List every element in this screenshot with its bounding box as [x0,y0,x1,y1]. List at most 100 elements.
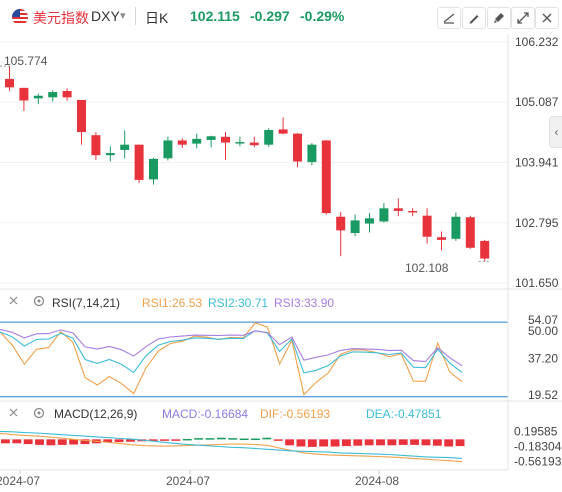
macd-bar [126,439,135,442]
brush-icon[interactable] [487,7,511,29]
symbol-name[interactable]: 美元指数 [33,10,89,26]
rsi-lines [0,322,463,396]
candle-body [393,208,403,211]
macd-bar [12,439,22,444]
macd-tick-label: -0.18304 [514,440,562,454]
interval-select[interactable]: 日K [145,10,169,26]
candle-body [192,138,202,144]
candle-body [163,140,173,159]
macd-bar [103,439,113,443]
macd-bar [182,438,192,441]
macd-value: MACD:-0.16684 [162,407,248,421]
settings-icon[interactable] [33,407,45,419]
draw-line-icon[interactable] [437,7,461,29]
macd-bar [46,439,56,446]
candle-body [336,216,346,231]
draw-tool-icon[interactable] [462,7,486,29]
macd-bar [319,439,329,447]
candle-body [62,91,72,98]
macd-bar [432,439,442,446]
macd-bar [171,439,181,441]
macd-tick-label: -0.56193 [514,455,562,469]
time-tick-label: 2024-07 [166,474,210,488]
macd-bar [148,439,158,441]
macd-bar [341,439,351,447]
candle-body [379,208,389,222]
rsi-header: RSI(7,14,21) RSI1:26.53 RSI2:30.71 RSI3:… [9,295,334,310]
close-indicator-icon[interactable] [9,296,18,305]
candle-body [177,140,187,145]
price-tick-label: 102.795 [515,216,559,230]
chevron-down-icon[interactable]: ▾ [120,10,126,22]
candles [0,65,491,262]
us-flag-icon [12,9,28,25]
macd-bar [285,439,295,446]
candle-body [278,129,288,134]
chevron-left-icon[interactable]: ‹ [549,116,562,148]
candle-body [365,218,374,224]
settings-icon[interactable] [33,295,45,307]
candle-body [451,216,461,239]
price-tick-label: 101.650 [515,276,559,290]
chart-toolbar: 美元指数 DXY ▾ 日K 102.115 -0.297 -0.29% [0,0,562,34]
candle-body [293,133,302,162]
macd-bar [262,437,272,440]
symbol-code[interactable]: DXY [91,8,120,24]
rsi-grid [0,321,508,398]
candle-body [149,158,158,180]
candle-body [221,136,230,143]
macd-bar [421,439,431,446]
rsi-line-2 [0,330,463,374]
candle-body [321,140,331,214]
time-tick-label: 2024-07 [0,474,40,488]
candle-body [465,217,475,248]
price-tick-label: 103.941 [515,156,559,170]
macd-bar [398,439,408,445]
candle-body [48,92,58,98]
macd-bar [1,439,10,444]
candle-body [206,136,216,140]
candle-body [437,237,446,240]
macd-bar [194,438,204,440]
macd-bar [410,439,420,445]
settings-icon-center [37,411,41,415]
macd-bar [239,438,249,441]
rsi-tick-label: 37.20 [528,352,558,366]
rsi-line-3 [0,328,463,367]
rsi-title: RSI(7,14,21) [52,296,120,310]
candle-body [105,153,115,156]
macd-bar [205,438,215,440]
candle-body [120,144,130,150]
dea-line [0,430,463,459]
time-axis: 2024-07 2024-07 2024-08 [0,470,399,488]
candle-body [480,240,490,259]
macd-bar [80,439,90,445]
macd-bar [251,438,260,441]
candle-body [33,95,43,99]
macd-bars [1,437,465,447]
close-indicator-icon[interactable] [9,408,18,417]
macd-bar [216,437,226,440]
dea-value: DEA:-0.47851 [366,407,442,421]
expand-icon[interactable] [511,7,535,29]
dif-line [0,432,463,463]
close-icon[interactable] [535,7,559,29]
candle-body [77,99,86,133]
macd-bar [23,439,33,445]
macd-bar [307,439,317,447]
price-axis: 106.232 105.087 103.941 102.795 101.650 [515,35,559,290]
rsi2-value: RSI2:30.71 [208,296,268,310]
rsi1-value: RSI1:26.53 [142,296,202,310]
rsi3-value: RSI3:33.90 [274,296,334,310]
candle-body [307,144,317,163]
candle-body [249,142,259,146]
macd-bar [273,439,283,441]
macd-bar [376,439,385,446]
rsi-tick-label: 54.07 [528,313,558,327]
macd-bar [455,439,465,447]
divider [135,7,136,25]
macd-header: MACD(12,26,9) MACD:-0.16684 DIF:-0.56193… [9,407,442,421]
macd-bar [57,439,67,445]
